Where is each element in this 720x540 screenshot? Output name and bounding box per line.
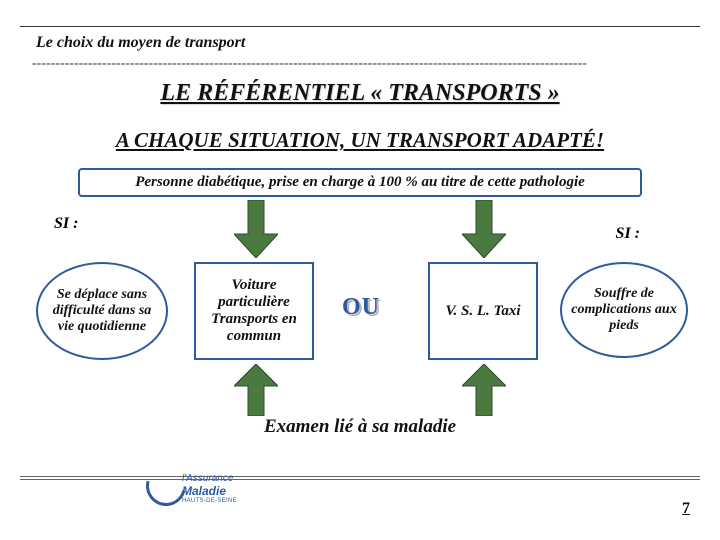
rect-right-text: V. S. L. Taxi (445, 303, 520, 320)
bottom-rules (20, 476, 700, 480)
arrow-up-left (234, 364, 278, 416)
condition-ellipse-left: Se déplace sans difficulté dans sa vie q… (36, 262, 168, 360)
rect-left-text: Voiture particulière Transports en commu… (200, 277, 308, 345)
arrow-down-right (462, 200, 506, 258)
arrow-up-right (462, 364, 506, 416)
title-main: LE RÉFÉRENTIEL « TRANSPORTS » (0, 80, 720, 107)
ellipse-right-text: Souffre de complications aux pieds (570, 286, 678, 334)
logo-line1: l'Assurance (182, 473, 233, 484)
breadcrumb: Le choix du moyen de transport (36, 34, 245, 52)
logo-assurance-maladie: l'Assurance Maladie HAUTS-DE-SEINE (160, 470, 260, 510)
context-box: Personne diabétique, prise en charge à 1… (78, 168, 642, 197)
ou-label: OU (342, 294, 380, 321)
option-rect-right: V. S. L. Taxi (428, 262, 538, 360)
si-label-right: SI : (616, 225, 640, 243)
ellipse-left-text: Se déplace sans difficulté dans sa vie q… (46, 287, 158, 335)
si-label-left: SI : (54, 215, 78, 233)
page-number: 7 (682, 500, 690, 518)
top-rule (20, 26, 700, 27)
option-rect-left: Voiture particulière Transports en commu… (194, 262, 314, 360)
exam-label: Examen lié à sa maladie (0, 416, 720, 438)
logo-line2: Maladie (182, 484, 226, 498)
dash-separator: ----------------------------------------… (32, 56, 692, 72)
logo-line3: HAUTS-DE-SEINE (182, 498, 237, 504)
arrow-down-left (234, 200, 278, 258)
title-sub: A CHAQUE SITUATION, UN TRANSPORT ADAPTÉ! (0, 128, 720, 153)
condition-ellipse-right: Souffre de complications aux pieds (560, 262, 688, 358)
